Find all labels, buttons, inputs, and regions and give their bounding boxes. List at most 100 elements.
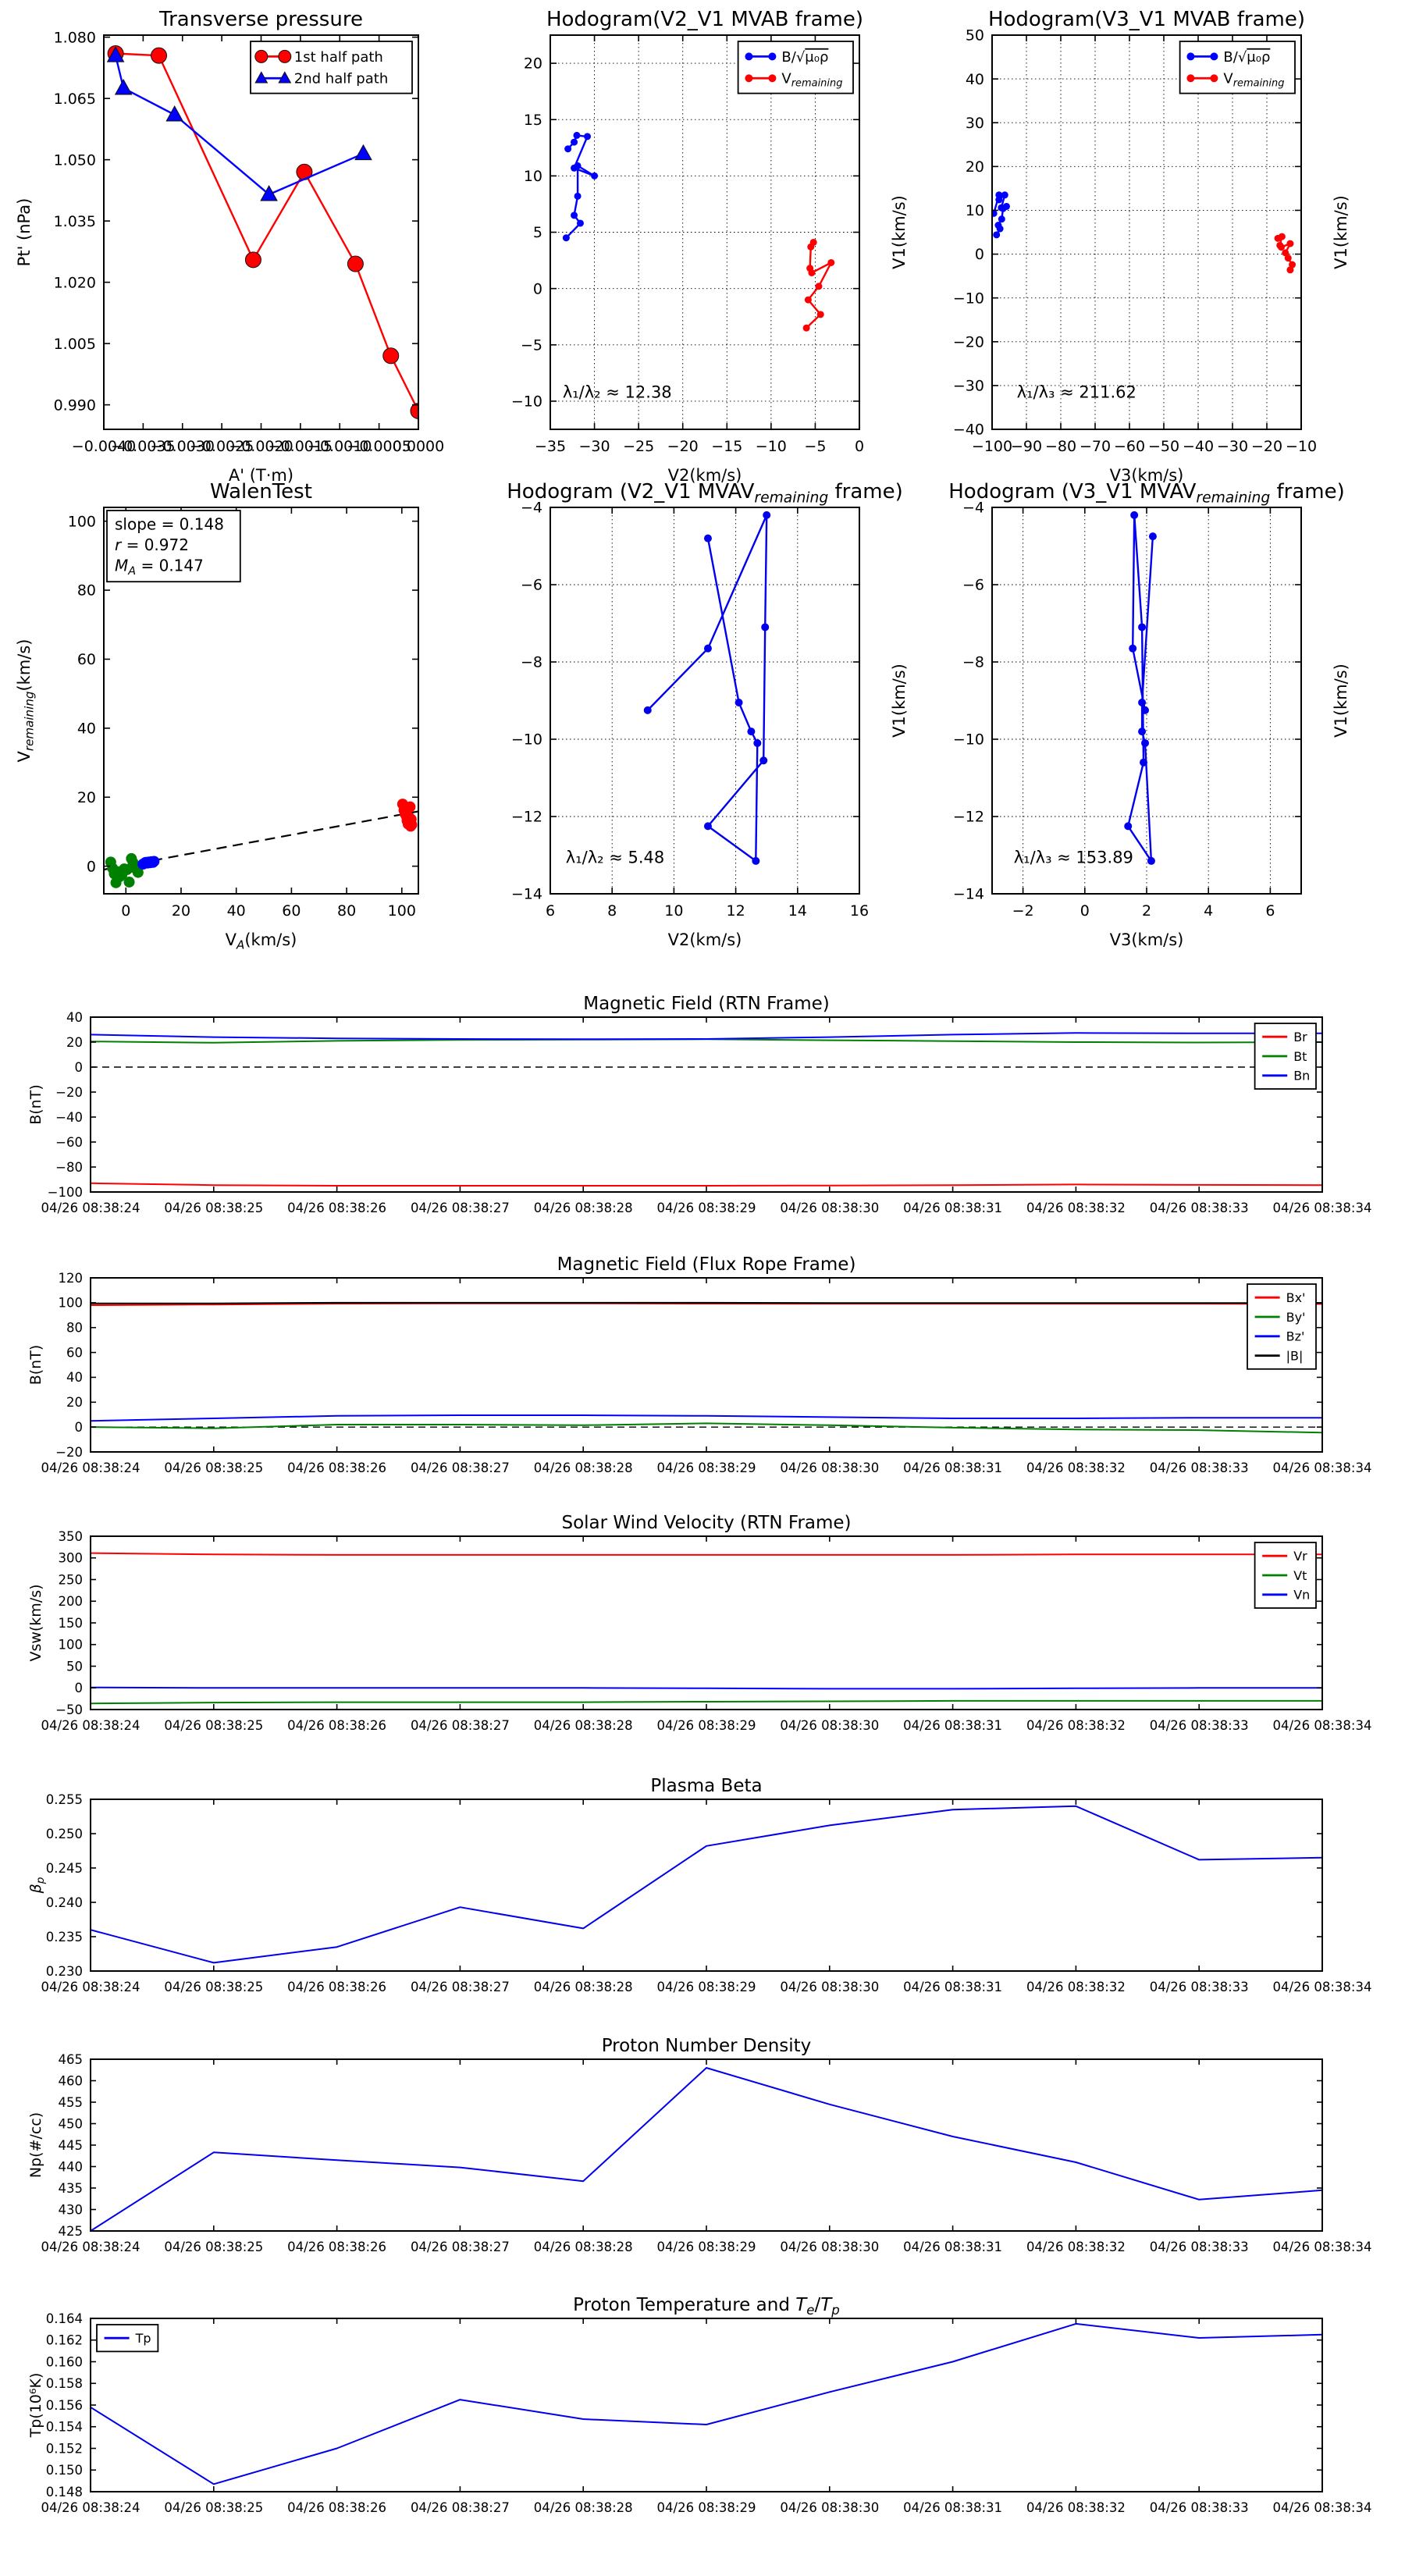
x-tick-label: 04/26 08:38:28 bbox=[534, 2500, 633, 2515]
x-tick-label: 04/26 08:38:34 bbox=[1273, 1201, 1372, 1215]
y-tick-label: 1.005 bbox=[54, 336, 96, 353]
x-tick-label: −20 bbox=[1251, 438, 1282, 455]
y-tick-label: 60 bbox=[77, 651, 96, 668]
point-marker bbox=[759, 756, 768, 765]
series-Bz-prime bbox=[90, 1414, 1322, 1422]
chart-mag-fluxrope: 04/26 08:38:24 04/26 08:38:25 04/26 08:38:… bbox=[27, 1254, 1371, 1475]
point-marker bbox=[1124, 822, 1133, 831]
y-tick-label: −12 bbox=[953, 809, 984, 826]
y-tick-label: 5 bbox=[533, 224, 542, 241]
point-marker bbox=[1286, 266, 1294, 274]
x-tick-label: 04/26 08:38:29 bbox=[657, 1461, 756, 1475]
y-tick-label: 30 bbox=[966, 115, 984, 132]
point-marker bbox=[1140, 758, 1148, 767]
y-tick-label: 445 bbox=[59, 2138, 84, 2153]
x-tick-label: −25 bbox=[623, 438, 654, 455]
chart-title: Proton Temperature and Te/Tp bbox=[573, 2295, 840, 2318]
y-tick-label: 0.162 bbox=[46, 2333, 83, 2348]
point-marker bbox=[573, 131, 581, 139]
axes-frame bbox=[103, 34, 419, 430]
x-tick-label: 04/26 08:38:33 bbox=[1150, 1461, 1249, 1475]
point-marker bbox=[996, 225, 1004, 233]
y-tick-label: 50 bbox=[66, 1659, 83, 1674]
y-tick-label: −60 bbox=[55, 1135, 83, 1150]
x-tick-label: 14 bbox=[788, 902, 807, 920]
legend-label: Vr bbox=[1293, 1549, 1307, 1564]
x-tick-label: 04/26 08:38:24 bbox=[41, 1461, 140, 1475]
y-tick-label: 10 bbox=[524, 168, 542, 185]
x-tick-label: 04/26 08:38:31 bbox=[903, 1718, 1002, 1733]
x-tick-label: −0.0020 bbox=[229, 438, 293, 455]
point-marker bbox=[703, 534, 712, 543]
point-marker bbox=[1210, 74, 1218, 83]
x-tick-label: 6 bbox=[1265, 902, 1275, 920]
point-marker bbox=[571, 212, 578, 219]
x-tick-label: 04/26 08:38:30 bbox=[780, 1201, 879, 1215]
y-tick-label: 40 bbox=[966, 71, 984, 88]
y-tick-label: 1.035 bbox=[54, 213, 96, 230]
y-tick-label: 1.080 bbox=[54, 29, 96, 46]
y-axis-label: B(nT) bbox=[27, 1345, 44, 1386]
y-tick-label: 0.160 bbox=[46, 2354, 83, 2369]
point-marker bbox=[1186, 52, 1195, 61]
x-tick-label: 04/26 08:38:26 bbox=[287, 1201, 386, 1215]
x-tick-label: 20 bbox=[172, 902, 190, 920]
point-marker bbox=[1210, 52, 1218, 61]
y-tick-label: 455 bbox=[59, 2095, 84, 2110]
x-tick-label: 04/26 08:38:24 bbox=[41, 2240, 140, 2254]
x-axis-label: V2(km/s) bbox=[668, 930, 742, 949]
lambda-ratio-annotation: λ₁/λ₂ ≈ 5.48 bbox=[566, 848, 664, 866]
y-tick-label: 60 bbox=[66, 1345, 83, 1360]
y-axis-label: V1(km/s) bbox=[1332, 664, 1350, 738]
point-marker bbox=[278, 49, 292, 63]
legend-label: Bz' bbox=[1286, 1329, 1305, 1344]
y-tick-label: 465 bbox=[59, 2052, 84, 2067]
x-tick-label: 16 bbox=[850, 902, 869, 920]
chart-title: Proton Number Density bbox=[602, 2036, 812, 2056]
x-tick-label: −30 bbox=[579, 438, 610, 455]
x-tick-label: 04/26 08:38:26 bbox=[287, 1980, 386, 1994]
chart-title: Transverse pressure bbox=[158, 8, 363, 31]
point-marker bbox=[1130, 511, 1139, 519]
y-tick-label: −80 bbox=[55, 1160, 83, 1175]
point-marker bbox=[574, 162, 582, 169]
point-marker bbox=[999, 205, 1007, 212]
x-tick-label: −10 bbox=[756, 438, 787, 455]
y-tick-label: 0.152 bbox=[46, 2441, 83, 2456]
legend-label: Vremaining bbox=[781, 71, 842, 90]
y-tick-label: −8 bbox=[962, 654, 984, 671]
legend-label: |B| bbox=[1286, 1348, 1304, 1363]
x-tick-label: −2 bbox=[1012, 902, 1034, 920]
y-tick-label: 0.250 bbox=[46, 1827, 83, 1841]
point-marker bbox=[752, 856, 760, 865]
y-tick-label: −20 bbox=[55, 1445, 83, 1460]
series-Br bbox=[90, 1182, 1323, 1187]
x-tick-label: 04/26 08:38:27 bbox=[411, 1461, 510, 1475]
triangle-marker bbox=[354, 144, 372, 161]
y-tick-label: −50 bbox=[55, 1703, 83, 1717]
point-marker bbox=[1289, 261, 1297, 269]
y-tick-label: 20 bbox=[524, 55, 542, 73]
x-tick-label: −0.0030 bbox=[151, 438, 215, 455]
x-tick-label: 04/26 08:38:25 bbox=[164, 1980, 263, 1994]
y-tick-label: 20 bbox=[966, 158, 984, 176]
y-tick-label: 0 bbox=[75, 1420, 84, 1435]
fit-stat-line: slope = 0.148 bbox=[115, 515, 224, 534]
x-tick-label: 04/26 08:38:26 bbox=[287, 1461, 386, 1475]
chart-title: Magnetic Field (Flux Rope Frame) bbox=[557, 1254, 856, 1275]
y-tick-label: 300 bbox=[59, 1551, 84, 1566]
x-axis-label: VA(km/s) bbox=[226, 930, 297, 952]
y-axis-label: V1(km/s) bbox=[1332, 195, 1350, 269]
point-marker bbox=[584, 133, 592, 141]
y-axis-label: Vremaining(km/s) bbox=[15, 639, 37, 762]
point-marker bbox=[816, 311, 824, 318]
x-tick-label: 04/26 08:38:27 bbox=[411, 1980, 510, 1994]
x-tick-label: −70 bbox=[1080, 438, 1111, 455]
chart-title: Hodogram(V3_V1 MVAB frame) bbox=[988, 8, 1305, 31]
x-tick-label: −50 bbox=[1148, 438, 1179, 455]
series-V-path bbox=[646, 514, 768, 863]
y-tick-label: 440 bbox=[59, 2159, 84, 2174]
